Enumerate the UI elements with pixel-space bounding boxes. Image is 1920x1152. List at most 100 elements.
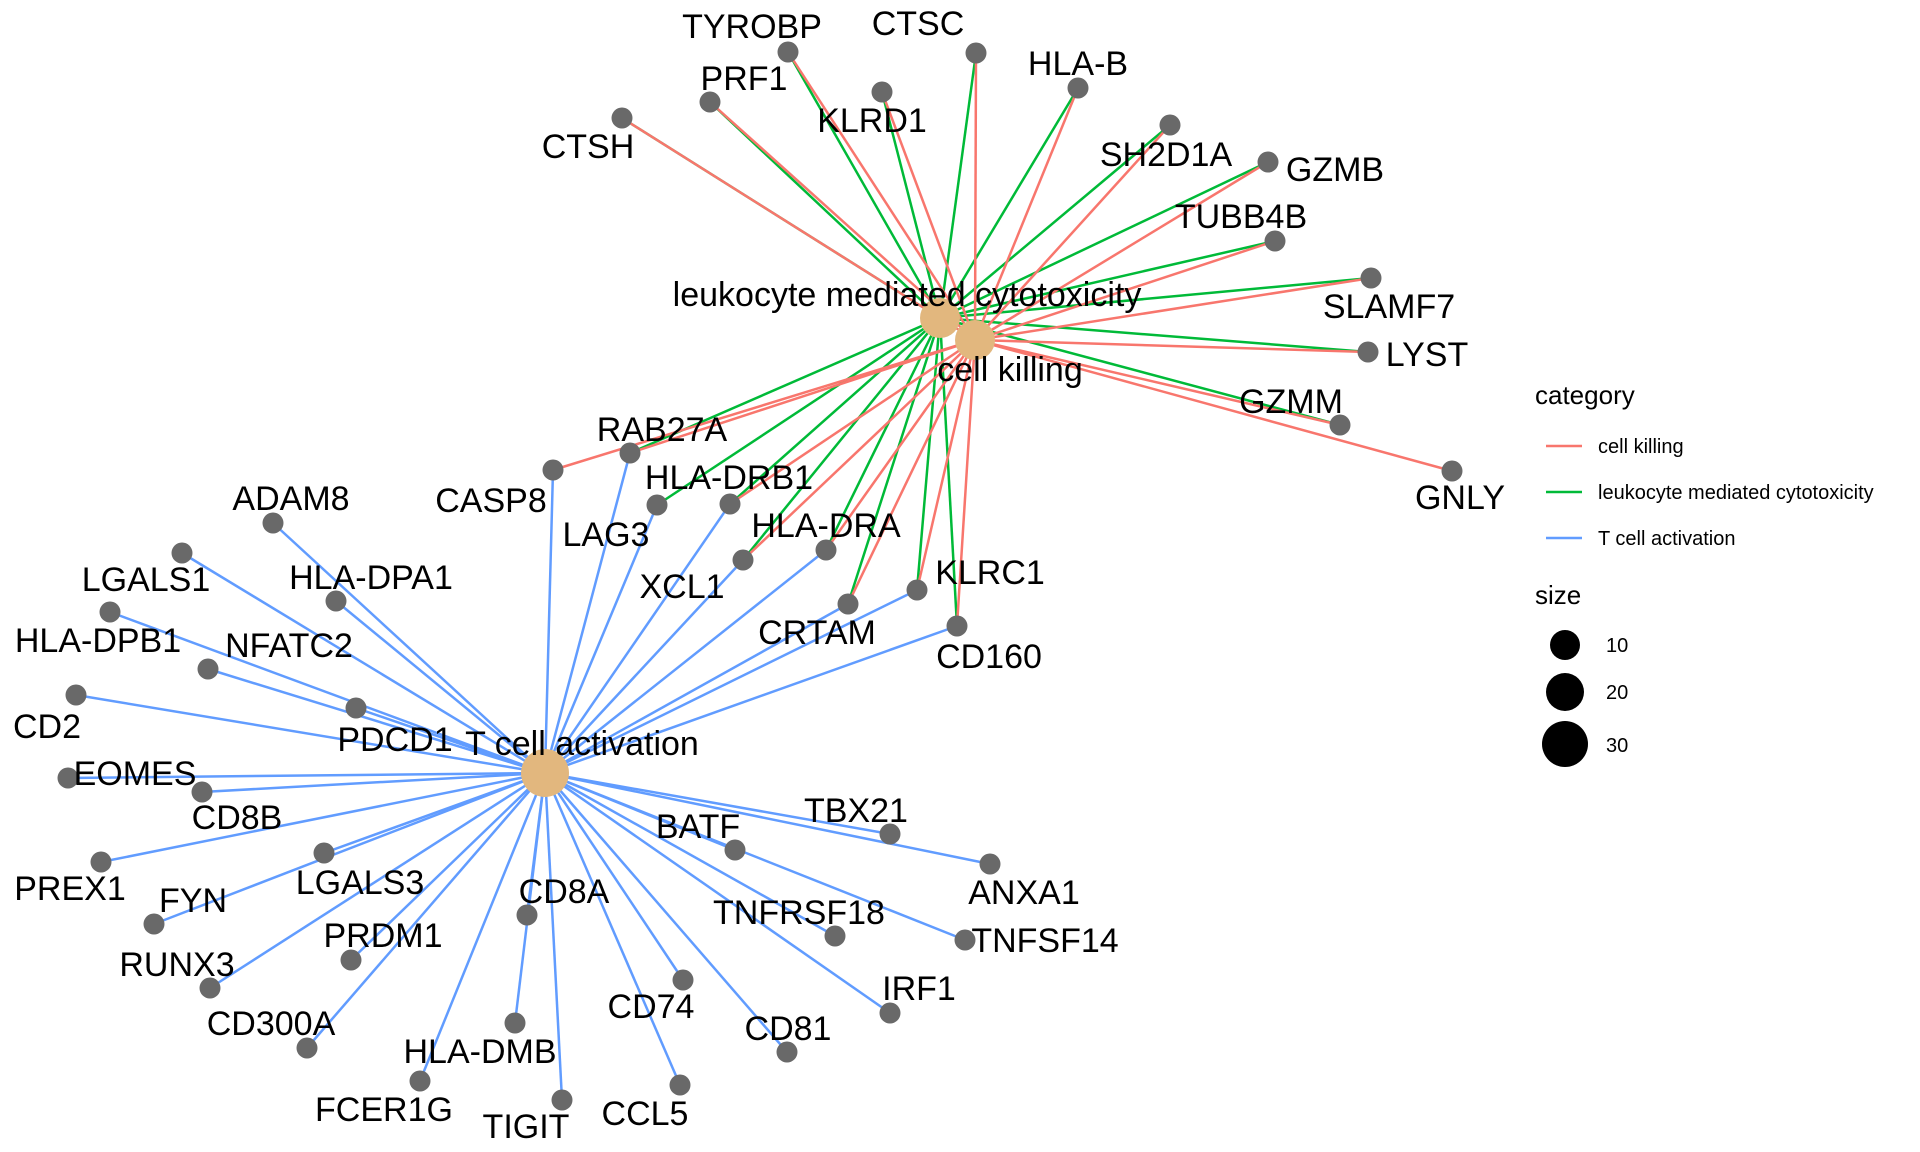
edge-t-cell-activation-cd81: [544, 772, 788, 1053]
gene-node-tnfrsf18: [824, 925, 846, 947]
gene-node-tnfsf14: [954, 929, 976, 951]
gene-node-lyst: [1357, 341, 1379, 363]
gene-node-cd81: [776, 1041, 798, 1063]
gene-label-crtam: CRTAM: [758, 614, 876, 652]
edge-t-cell-activation-irf1: [544, 771, 891, 1015]
gene-node-sh2d1a: [1159, 114, 1181, 136]
gene-label-gzmb: GZMB: [1286, 151, 1384, 189]
legend-size-circle-20: [1546, 673, 1584, 711]
gene-node-fcer1g: [409, 1070, 431, 1092]
category-node-t-cell-activation: [521, 749, 569, 797]
edge-t-cell-activation-fcer1g: [418, 772, 547, 1082]
gene-node-irf1: [879, 1002, 901, 1024]
edge-t-cell-activation-hla-dmb: [513, 772, 547, 1024]
edge-t-cell-activation-hla-dra: [544, 549, 827, 774]
category-label-leukocyte-cytotox: leukocyte mediated cytotoxicity: [673, 276, 1142, 314]
edge-leukocyte-cytotox-klrc1: [915, 317, 942, 591]
edge-t-cell-activation-tnfsf14: [544, 771, 966, 942]
gene-label-sh2d1a: SH2D1A: [1100, 136, 1233, 174]
gene-node-casp8: [542, 459, 564, 481]
edge-t-cell-activation-eomes: [67, 771, 546, 780]
edges-layer: [67, 51, 1453, 1101]
gene-node-cd300a: [296, 1037, 318, 1059]
gene-node-prdm1: [340, 949, 362, 971]
edge-t-cell-activation-lag3: [543, 504, 659, 774]
edge-cell-killing-cd160: [955, 339, 977, 627]
gene-label-nfatc2: NFATC2: [225, 627, 353, 665]
labels-layer: TYROBP CTSC PRF1 HLA-B KLRD1 CTSH SH2D1A GZMB TU…: [13, 5, 1505, 1146]
gene-label-cd8b: CD8B: [192, 799, 283, 837]
gene-label-anxa1: ANXA1: [968, 874, 1080, 912]
category-node-leukocyte-cytotox: [920, 298, 960, 338]
gene-label-hla-dmb: HLA-DMB: [403, 1033, 556, 1071]
edge-t-cell-activation-tnfrsf18: [544, 771, 836, 938]
gene-label-fcer1g: FCER1G: [315, 1091, 453, 1129]
edge-cell-killing-slamf7: [974, 276, 1372, 342]
gene-label-cd160: CD160: [936, 638, 1042, 676]
legend-size-title: size: [1535, 580, 1581, 610]
legend-category-items: cell killing leukocyte mediated cytotoxic…: [1546, 436, 1874, 550]
gene-label-eomes: EOMES: [74, 755, 197, 793]
gene-node-hla-dmb: [504, 1012, 526, 1034]
legend-size-label-20: 20: [1606, 682, 1628, 704]
edge-t-cell-activation-hla-dpa1: [335, 600, 546, 774]
gene-node-hla-dpb1: [99, 601, 121, 623]
gene-node-ccl5: [669, 1074, 691, 1096]
edge-cell-killing-klrd1: [880, 91, 977, 341]
edge-t-cell-activation-prdm1: [350, 772, 546, 961]
legend-label-t-cell-activation: T cell activation: [1598, 528, 1735, 550]
gene-label-cd74: CD74: [608, 988, 695, 1026]
edge-leukocyte-cytotox-ctsc: [938, 52, 978, 319]
edge-t-cell-activation-hla-dpb1: [109, 610, 546, 775]
edge-leukocyte-cytotox-lyst: [939, 316, 1369, 354]
gene-node-cd160: [946, 615, 968, 637]
legend-label-leukocyte-cytotox: leukocyte mediated cytotoxicity: [1598, 482, 1874, 504]
edge-cell-killing-ctsh: [621, 116, 976, 342]
gene-node-tubb4b: [1264, 230, 1286, 252]
gene-node-gzmm: [1329, 414, 1351, 436]
edge-cell-killing-tyrobp: [786, 51, 977, 341]
edge-leukocyte-cytotox-tubb4b: [939, 239, 1276, 320]
gene-node-eomes: [57, 767, 79, 789]
gene-label-gzmm: GZMM: [1239, 383, 1343, 421]
gene-node-nfatc2: [197, 658, 219, 680]
gene-label-lgals3: LGALS3: [296, 864, 425, 902]
gene-label-slamf7: SLAMF7: [1323, 288, 1455, 326]
gene-node-prf1: [699, 91, 721, 113]
edge-t-cell-activation-lgals3: [323, 771, 546, 855]
edge-leukocyte-cytotox-tyrobp: [786, 51, 942, 319]
gene-node-tbx21: [879, 823, 901, 845]
gene-label-tnfrsf18: TNFRSF18: [713, 894, 885, 932]
edge-cell-killing-crtam: [846, 339, 977, 605]
gene-node-cd74: [672, 969, 694, 991]
edge-t-cell-activation-crtam: [544, 602, 849, 775]
legend-category-title: category: [1535, 380, 1635, 410]
edge-cell-killing-klrc1: [915, 339, 977, 591]
edge-cell-killing-hla-drb1: [729, 338, 976, 506]
edge-t-cell-activation-tigit: [543, 772, 564, 1101]
gene-label-cd2: CD2: [13, 708, 81, 746]
gene-label-xcl1: XCL1: [639, 568, 724, 606]
gene-label-ccl5: CCL5: [602, 1095, 689, 1133]
edge-t-cell-activation-xcl1: [544, 559, 744, 774]
edge-cell-killing-hla-dra: [824, 339, 977, 551]
gene-label-batf: BATF: [656, 808, 740, 846]
gene-node-cd8a: [516, 904, 538, 926]
gene-node-cd8b: [191, 781, 213, 803]
edge-leukocyte-cytotox-crtam: [846, 317, 942, 605]
gene-nodes-layer: [57, 41, 1463, 1111]
gene-node-hla-drb1: [719, 493, 741, 515]
edge-leukocyte-cytotox-sh2d1a: [939, 124, 1171, 319]
gene-label-prdm1: PRDM1: [323, 917, 442, 955]
gene-label-tnfsf14: TNFSF14: [971, 922, 1118, 960]
gene-label-fyn: FYN: [159, 882, 227, 920]
gene-label-cd300a: CD300A: [207, 1005, 336, 1043]
edge-t-cell-activation-cd74: [543, 772, 685, 981]
edge-leukocyte-cytotox-hla-drb1: [729, 317, 941, 505]
category-node-cell-killing: [955, 320, 995, 360]
edge-t-cell-activation-hla-drb1: [543, 503, 732, 774]
gene-node-ctsh: [611, 107, 633, 129]
gene-node-gzmb: [1257, 151, 1279, 173]
edge-t-cell-activation-klrc1: [544, 588, 918, 775]
